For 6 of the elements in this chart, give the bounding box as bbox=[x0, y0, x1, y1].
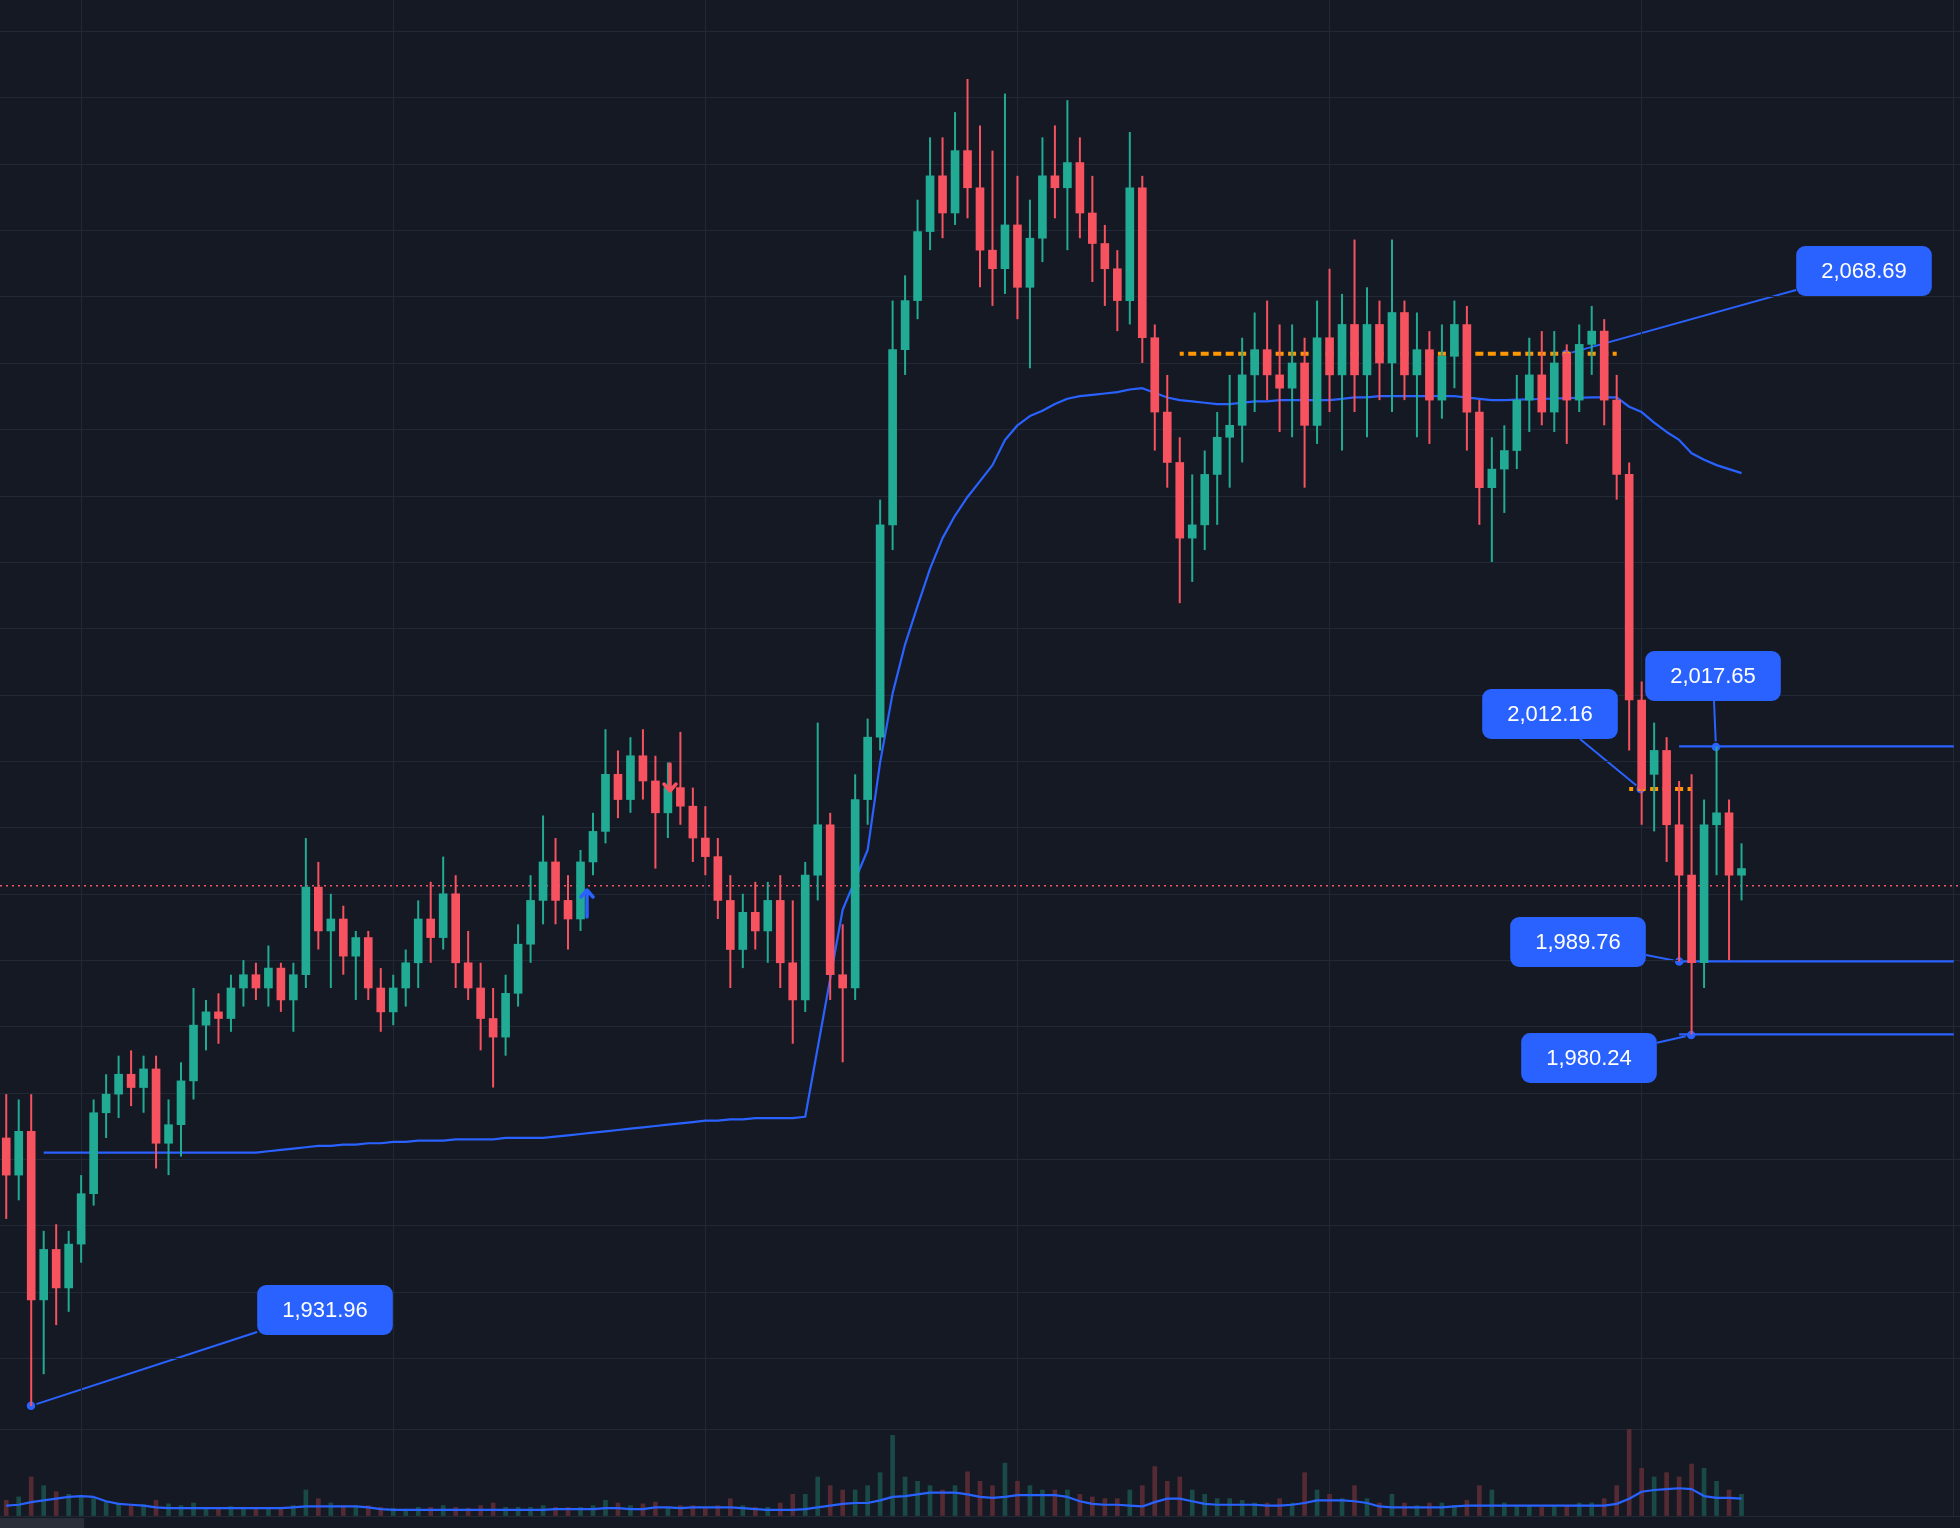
annotation: 1,980.24 bbox=[1546, 1045, 1632, 1071]
annotation: 1,989.76 bbox=[1535, 929, 1621, 955]
annotation: 1,931.96 bbox=[282, 1297, 368, 1323]
annotation: 2,017.65 bbox=[1670, 663, 1756, 689]
annotation: 2,012.16 bbox=[1507, 701, 1593, 727]
annotation: 2,068.69 bbox=[1821, 258, 1907, 284]
